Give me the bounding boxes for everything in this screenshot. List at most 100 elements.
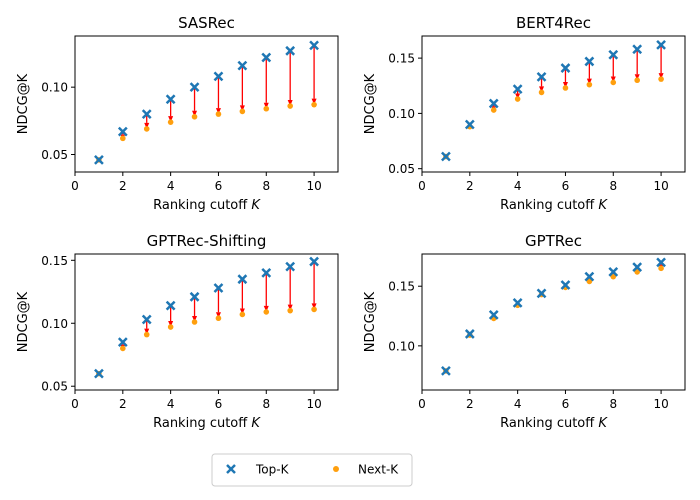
next-k-point — [120, 345, 126, 352]
top-k-marker-stroke — [488, 98, 499, 109]
y-axis-label: NDCG@K — [363, 73, 378, 134]
top-k-marker-stroke — [261, 268, 272, 278]
y-axis-label: NDCG@K — [363, 291, 378, 352]
x-tick-label: 4 — [167, 179, 175, 193]
legend: Top-K Next-K — [211, 453, 413, 487]
top-k-marker-stroke — [117, 337, 128, 348]
legend-marker-next-k — [333, 466, 339, 472]
top-k-point — [94, 368, 104, 379]
top-k-marker-stroke — [213, 71, 224, 82]
top-k-marker-stroke — [237, 274, 248, 285]
top-k-point — [632, 262, 643, 273]
legend-frame — [211, 453, 413, 487]
x-tick-label: 8 — [609, 179, 617, 193]
x-tick-label: 8 — [262, 397, 270, 411]
top-k-marker-stroke — [560, 280, 571, 290]
top-k-point — [189, 82, 200, 93]
next-k-point — [287, 103, 293, 109]
x-tick-label: 6 — [215, 397, 223, 411]
x-tick-label: 2 — [119, 397, 127, 411]
x-tick-label: 6 — [562, 179, 570, 193]
legend-label-top-k: Top-K — [255, 463, 290, 477]
drop-arrow-head — [192, 316, 198, 322]
next-k-point — [610, 79, 617, 86]
chart-sasrec: 0 2 4 6 8 10 0.05 0.10 SASRec Ranking cutoff K NDC… — [16, 14, 339, 213]
top-k-marker-stroke — [213, 283, 224, 293]
plot-area — [421, 35, 686, 173]
top-k-point — [309, 40, 319, 51]
drop-arrow-head — [311, 98, 317, 105]
top-k-point — [237, 60, 248, 71]
top-k-point — [213, 71, 224, 82]
y-tick-label: 0.05 — [41, 148, 68, 162]
chart-gptrec: 0 2 4 6 8 10 0.10 0.15 GPTRec Ranking cutoff K NDC… — [363, 232, 686, 431]
x-tick-label: 0 — [418, 397, 426, 411]
drop-arrow-head — [311, 303, 317, 310]
top-k-marker-stroke — [608, 267, 619, 277]
next-k-point — [658, 76, 664, 82]
x-tick-label: 6 — [215, 179, 223, 193]
top-k-marker-stroke — [536, 72, 547, 82]
top-k-marker-stroke — [656, 39, 666, 50]
x-tick-label: 6 — [562, 397, 570, 411]
drop-arrow-head — [263, 102, 269, 109]
top-k-marker-stroke — [632, 44, 643, 55]
top-k-point — [189, 291, 200, 302]
top-k-point — [536, 288, 547, 299]
top-k-point — [117, 337, 128, 348]
next-k-point — [263, 309, 270, 315]
top-k-marker-stroke — [189, 82, 200, 93]
next-k-point — [634, 269, 640, 275]
x-tick-label: 0 — [71, 179, 79, 193]
top-k-marker-stroke — [237, 60, 248, 71]
next-k-point — [239, 311, 246, 318]
top-k-marker-stroke — [141, 314, 152, 325]
drop-arrow-head — [658, 73, 664, 80]
next-k-point — [311, 101, 317, 108]
top-k-point — [441, 151, 451, 162]
top-k-marker-stroke — [165, 94, 176, 105]
x-tick-label: 10 — [653, 397, 668, 411]
drop-arrow-head — [539, 86, 545, 93]
top-k-point — [441, 366, 451, 376]
top-k-point — [285, 45, 296, 56]
top-k-point — [261, 52, 272, 63]
x-tick-label: 10 — [306, 397, 321, 411]
drop-arrow-head — [562, 81, 568, 88]
top-k-marker-stroke — [488, 309, 499, 320]
top-k-marker-stroke — [441, 151, 451, 162]
next-k-point — [191, 319, 198, 325]
next-k-point — [514, 96, 521, 102]
top-k-marker-stroke — [441, 366, 451, 376]
x-tick-label: 8 — [262, 179, 270, 193]
top-k-marker-stroke — [141, 109, 152, 119]
top-k-marker-stroke — [584, 56, 595, 67]
x-axis-label: Ranking cutoff K — [500, 416, 608, 431]
x-tick-label: 2 — [466, 179, 474, 193]
top-k-marker-stroke — [309, 40, 319, 51]
drop-arrow-head — [144, 122, 150, 129]
top-k-marker-stroke — [309, 256, 319, 267]
next-k-point — [239, 108, 246, 115]
top-k-point — [117, 126, 128, 137]
drop-arrow-head — [144, 328, 150, 335]
y-tick-label: 0.05 — [388, 162, 415, 176]
next-k-point — [167, 119, 174, 125]
drop-arrow-head — [586, 78, 592, 85]
x-tick-label: 0 — [71, 397, 79, 411]
next-k-point — [658, 265, 664, 272]
x-tick-label: 4 — [167, 397, 175, 411]
next-k-point — [215, 315, 222, 322]
legend-marker-top-k — [226, 464, 236, 474]
x-tick-label: 2 — [119, 179, 127, 193]
y-tick-label: 0.15 — [388, 280, 415, 294]
next-k-point — [311, 306, 317, 313]
top-k-point — [656, 257, 666, 268]
top-k-point — [464, 329, 475, 339]
next-k-point — [263, 105, 270, 112]
y-axis-label: NDCG@K — [16, 291, 31, 352]
top-k-point — [261, 268, 272, 278]
top-k-marker-stroke — [94, 368, 104, 379]
next-k-point — [586, 278, 593, 285]
chart-title: BERT4Rec — [516, 14, 591, 32]
